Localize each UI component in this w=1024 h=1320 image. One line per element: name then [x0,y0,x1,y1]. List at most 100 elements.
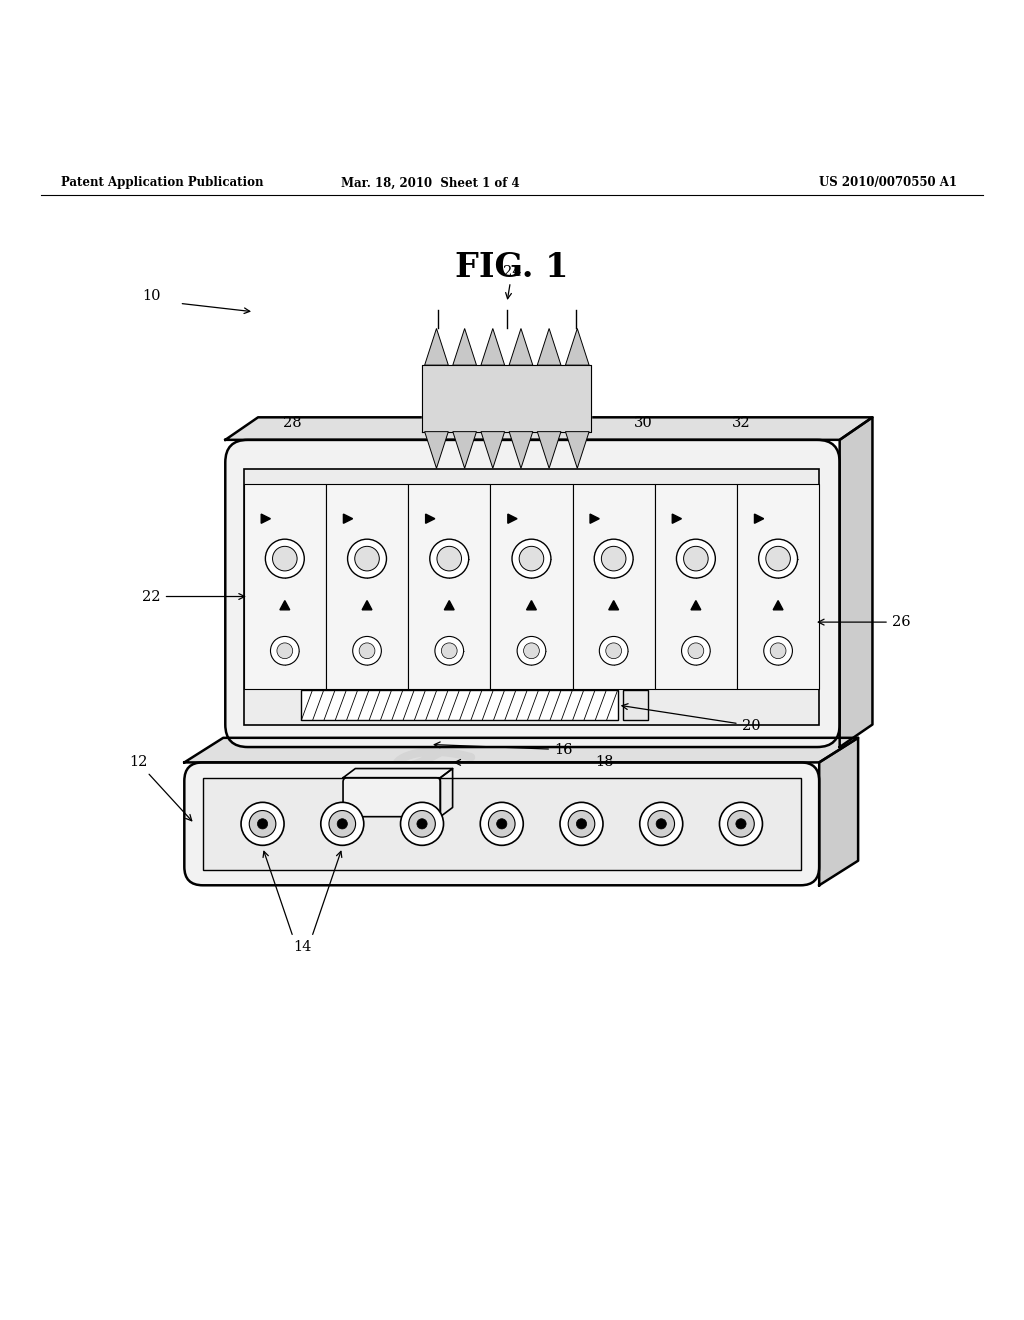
Polygon shape [608,601,618,610]
Polygon shape [508,513,517,523]
Polygon shape [444,601,455,610]
Text: 12: 12 [129,755,191,821]
Text: Patent Application Publication: Patent Application Publication [61,177,264,189]
Text: 14: 14 [293,940,311,953]
Circle shape [488,810,515,837]
Polygon shape [565,329,589,366]
Circle shape [359,643,375,659]
Circle shape [656,818,667,829]
Polygon shape [672,513,682,523]
Circle shape [599,636,628,665]
FancyBboxPatch shape [343,777,440,817]
Polygon shape [425,432,449,469]
Circle shape [594,539,633,578]
Circle shape [770,643,786,659]
Polygon shape [773,601,783,610]
Polygon shape [691,601,700,610]
Polygon shape [425,329,449,366]
Polygon shape [481,329,505,366]
Circle shape [764,636,793,665]
Circle shape [577,818,587,829]
Bar [244,484,326,689]
Circle shape [400,803,443,845]
Bar [572,484,654,689]
Circle shape [272,546,297,572]
Circle shape [766,546,791,572]
Circle shape [435,636,464,665]
Bar [326,484,409,689]
Bar [654,484,737,689]
Bar [490,484,572,689]
Circle shape [241,803,284,845]
Circle shape [437,546,462,572]
Polygon shape [453,329,476,366]
Circle shape [560,803,603,845]
Circle shape [720,803,763,845]
Polygon shape [453,432,476,469]
Circle shape [430,539,469,578]
Bar [203,777,801,870]
Polygon shape [538,432,561,469]
Circle shape [519,546,544,572]
Circle shape [523,643,540,659]
Text: 32: 32 [732,416,751,429]
Bar [244,469,819,725]
Circle shape [648,810,675,837]
Polygon shape [481,432,505,469]
Polygon shape [280,601,290,610]
Circle shape [759,539,798,578]
Circle shape [329,810,355,837]
Circle shape [337,818,347,829]
Circle shape [728,810,755,837]
Polygon shape [440,768,453,817]
Polygon shape [426,513,435,523]
FancyBboxPatch shape [225,440,840,747]
Circle shape [497,818,507,829]
Polygon shape [343,768,453,777]
Polygon shape [261,513,270,523]
Polygon shape [538,329,561,366]
Circle shape [512,539,551,578]
Circle shape [601,546,626,572]
Polygon shape [526,601,537,610]
Polygon shape [509,329,532,366]
Circle shape [249,810,275,837]
Circle shape [684,546,709,572]
Text: 20: 20 [622,704,760,733]
Circle shape [347,539,386,578]
Circle shape [441,643,457,659]
Circle shape [688,643,703,659]
Circle shape [677,539,716,578]
Polygon shape [343,513,352,523]
Circle shape [265,539,304,578]
Circle shape [606,643,622,659]
Bar [301,689,617,721]
Circle shape [517,636,546,665]
FancyBboxPatch shape [184,763,819,886]
Text: 24: 24 [503,265,521,298]
Circle shape [276,643,293,659]
Text: FIG. 1: FIG. 1 [456,251,568,284]
Polygon shape [590,513,599,523]
Circle shape [409,810,435,837]
Circle shape [736,818,746,829]
Text: 28: 28 [283,416,301,429]
Text: 10: 10 [142,289,161,304]
Circle shape [640,803,683,845]
Polygon shape [755,513,764,523]
Circle shape [352,636,381,665]
Polygon shape [184,738,858,763]
Circle shape [321,803,364,845]
Text: US 2010/0070550 A1: US 2010/0070550 A1 [819,177,957,189]
Text: 26: 26 [818,615,910,630]
Text: 18: 18 [455,755,613,770]
Bar [409,484,490,689]
Polygon shape [840,417,872,747]
Polygon shape [225,417,872,440]
Bar [737,484,819,689]
Text: 30: 30 [634,416,652,429]
Circle shape [417,818,427,829]
Circle shape [480,803,523,845]
Circle shape [257,818,267,829]
Circle shape [568,810,595,837]
